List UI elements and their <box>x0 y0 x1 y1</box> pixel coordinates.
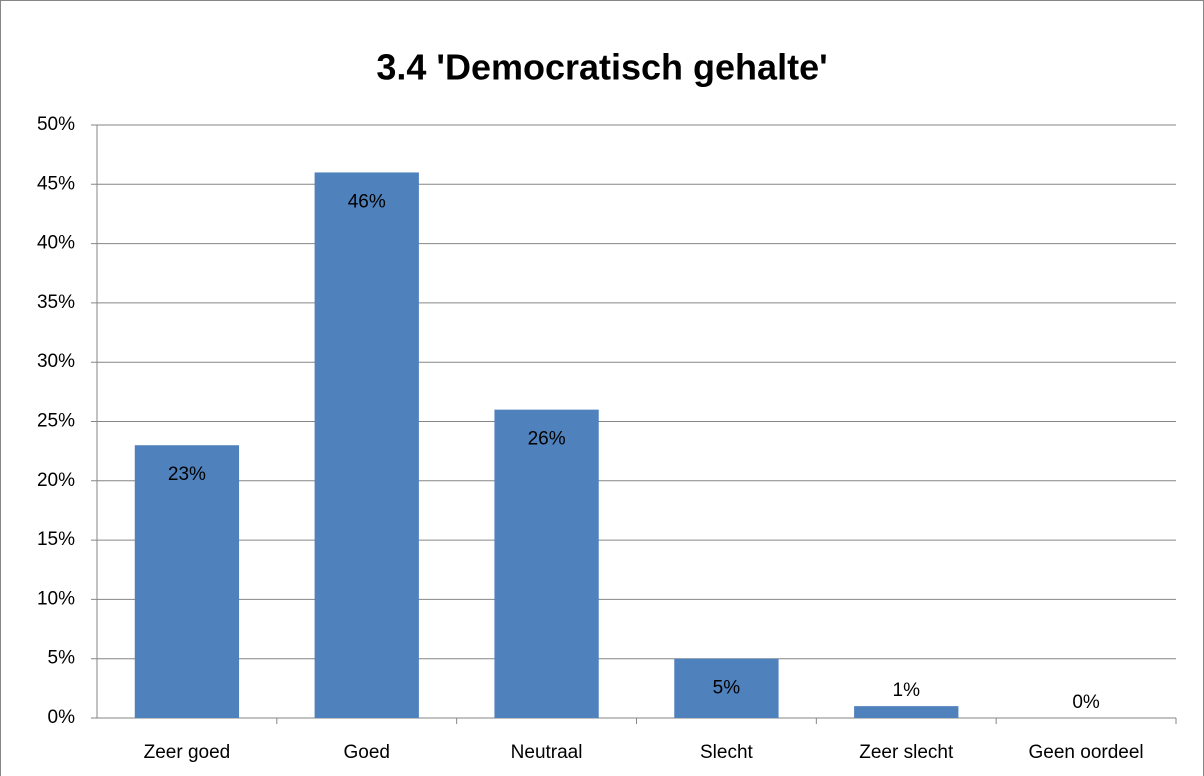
y-tick-label: 15% <box>37 529 75 550</box>
y-tick-label: 20% <box>37 470 75 491</box>
x-tick-label: Geen oordeel <box>1029 742 1144 763</box>
data-label: 23% <box>168 464 206 485</box>
data-label: 26% <box>528 429 566 450</box>
y-tick-label: 45% <box>37 173 75 194</box>
bar <box>314 172 419 718</box>
data-label: 46% <box>348 191 386 212</box>
y-tick-label: 0% <box>48 707 76 728</box>
y-tick-label: 10% <box>37 588 75 609</box>
bar <box>134 445 240 718</box>
data-label: 5% <box>713 678 741 699</box>
bar <box>854 706 959 718</box>
x-tick-label: Zeer slecht <box>859 742 954 763</box>
y-tick-label: 40% <box>37 233 75 254</box>
chart-title: 3.4 'Democratisch gehalte' <box>376 47 827 88</box>
y-tick-label: 30% <box>37 351 75 372</box>
x-tick-label: Slecht <box>700 742 754 763</box>
bar <box>674 658 779 718</box>
x-tick-label: Zeer goed <box>144 742 231 763</box>
bar <box>494 409 599 718</box>
data-label: 0% <box>1072 692 1100 713</box>
y-tick-label: 5% <box>48 648 76 669</box>
y-tick-label: 50% <box>37 114 75 135</box>
x-tick-label: Goed <box>344 742 390 763</box>
y-tick-label: 35% <box>37 292 75 313</box>
x-tick-label: Neutraal <box>511 742 583 763</box>
data-label: 1% <box>893 680 921 701</box>
y-tick-label: 25% <box>37 411 75 432</box>
